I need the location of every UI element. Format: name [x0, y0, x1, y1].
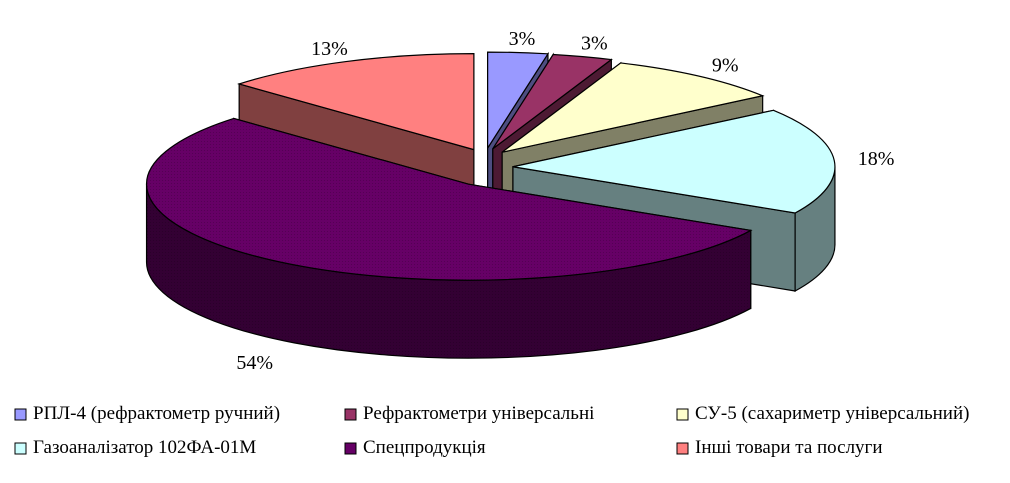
slice-1[interactable]: [487, 51, 550, 151]
legend-item-1[interactable]: РПЛ-4 (рефрактометр ручний): [14, 403, 280, 424]
legend-label: Інші товари та послуги: [695, 437, 883, 458]
slice-tops: [146, 51, 836, 281]
data-label-5: 54%: [236, 352, 273, 374]
legend-label: СУ-5 (сахариметр універсальний): [695, 403, 969, 424]
legend-item-6[interactable]: Інші товари та послуги: [676, 437, 883, 458]
legend-item-4[interactable]: Газоаналізатор 102ФА-01М: [14, 437, 256, 458]
data-label-4: 18%: [858, 148, 895, 170]
legend-item-5[interactable]: Спецпродукція: [344, 437, 486, 458]
data-label-2: 3%: [581, 33, 608, 55]
data-labels: 3% 3% 9% 18% 54% 13%: [236, 28, 894, 374]
legend-swatch: [676, 442, 689, 455]
slice-6[interactable]: [237, 53, 475, 151]
legend-swatch: [344, 442, 357, 455]
slice-3[interactable]: [501, 62, 765, 153]
legend-item-3[interactable]: СУ-5 (сахариметр універсальний): [676, 403, 969, 424]
data-label-6: 13%: [311, 38, 348, 60]
legend-label: Газоаналізатор 102ФА-01М: [33, 437, 256, 458]
slice-wall-texture-5: [146, 184, 751, 359]
slice-2[interactable]: [492, 53, 613, 150]
legend-swatch: [14, 408, 27, 421]
legend-item-2[interactable]: Рефрактометри універсальні: [344, 403, 594, 424]
slice-texture-5: [146, 118, 751, 281]
legend-label: Рефрактометри універсальні: [363, 403, 594, 424]
legend-swatch: [676, 408, 689, 421]
data-label-3: 9%: [712, 55, 739, 77]
legend-swatch: [344, 408, 357, 421]
legend: РПЛ-4 (рефрактометр ручний) Рефрактометри…: [14, 403, 969, 458]
legend-label: Спецпродукція: [363, 437, 486, 458]
slice-4[interactable]: [512, 109, 836, 214]
legend-swatch: [14, 442, 27, 455]
legend-label: РПЛ-4 (рефрактометр ручний): [33, 403, 280, 424]
data-label-1: 3%: [509, 28, 536, 50]
